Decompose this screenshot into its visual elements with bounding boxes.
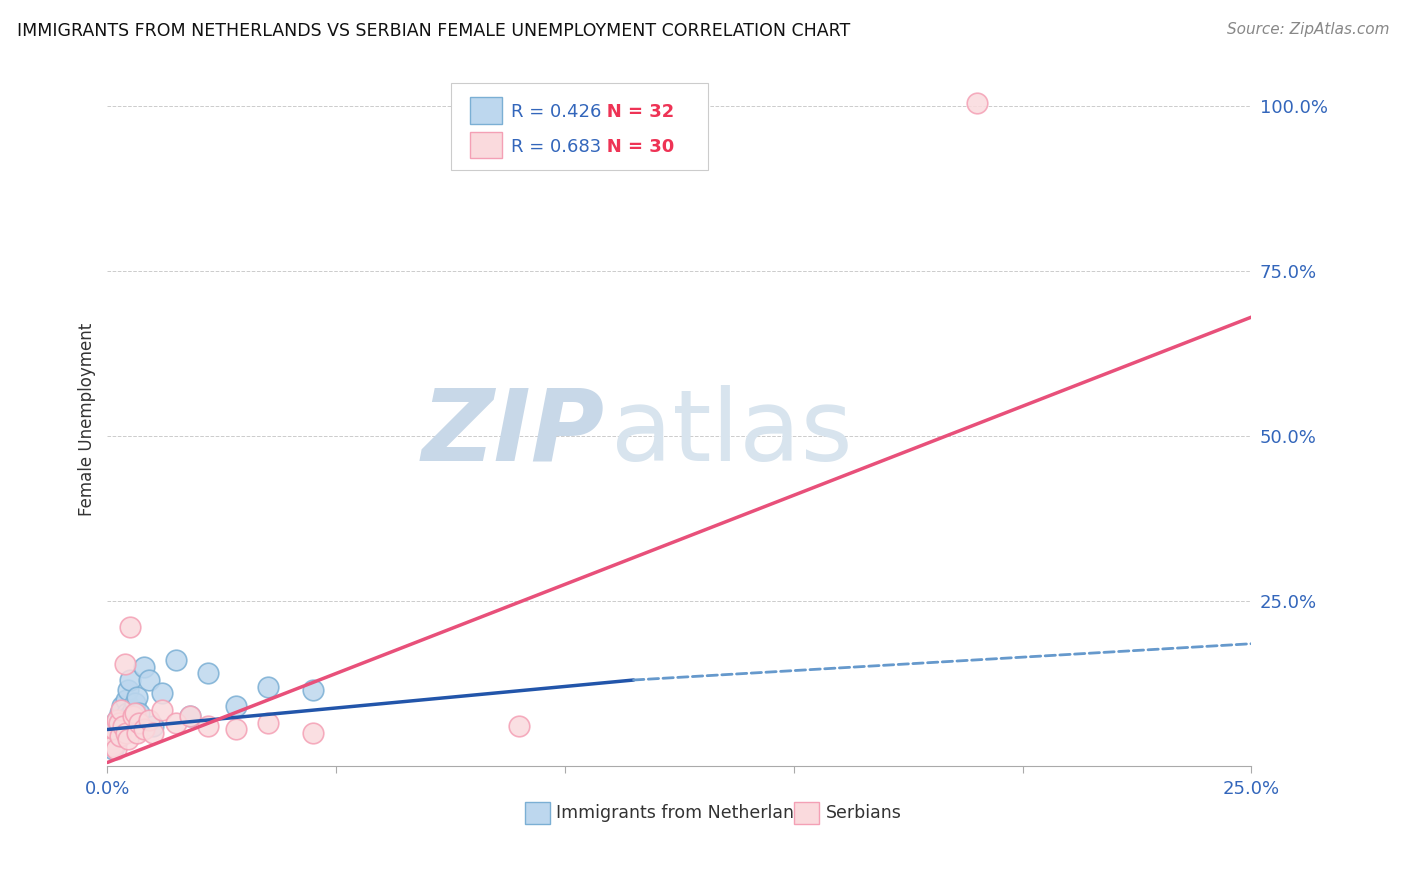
Point	[225, 699, 247, 714]
Point	[179, 709, 201, 723]
Text: N = 32: N = 32	[588, 103, 673, 121]
Text: N = 30: N = 30	[588, 138, 673, 156]
Point	[114, 693, 136, 707]
Point	[179, 709, 201, 723]
Point	[165, 715, 187, 730]
Point	[108, 729, 131, 743]
Point	[132, 723, 155, 737]
Text: atlas: atlas	[610, 384, 852, 482]
Point	[120, 673, 142, 687]
Point	[103, 726, 125, 740]
Point	[197, 666, 219, 681]
Text: ZIP: ZIP	[422, 384, 605, 482]
Point	[107, 713, 129, 727]
Point	[121, 703, 143, 717]
Point	[101, 729, 124, 743]
Point	[121, 709, 143, 723]
Point	[124, 706, 146, 720]
Text: Serbians: Serbians	[825, 804, 901, 822]
FancyBboxPatch shape	[524, 802, 550, 824]
Point	[128, 706, 150, 720]
Point	[114, 657, 136, 671]
Point	[138, 673, 160, 687]
Y-axis label: Female Unemployment: Female Unemployment	[79, 323, 96, 516]
Point	[112, 713, 135, 727]
Point	[127, 726, 149, 740]
Point	[114, 715, 136, 730]
FancyBboxPatch shape	[470, 97, 502, 124]
Text: Immigrants from Netherlands: Immigrants from Netherlands	[555, 804, 814, 822]
Point	[112, 719, 135, 733]
Point	[142, 719, 165, 733]
Point	[104, 736, 127, 750]
Point	[508, 719, 530, 733]
Point	[966, 95, 988, 110]
Point	[256, 680, 278, 694]
Point	[225, 723, 247, 737]
Point	[114, 726, 136, 740]
Point	[115, 706, 138, 720]
Point	[105, 713, 128, 727]
Point	[302, 726, 325, 740]
Point	[132, 660, 155, 674]
Point	[108, 706, 131, 720]
Point	[103, 723, 125, 737]
Point	[127, 690, 149, 704]
Point	[124, 696, 146, 710]
FancyBboxPatch shape	[450, 83, 709, 170]
Point	[128, 715, 150, 730]
Point	[110, 703, 132, 717]
Point	[256, 715, 278, 730]
Point	[120, 620, 142, 634]
Point	[101, 742, 124, 756]
Point	[117, 732, 139, 747]
Point	[117, 682, 139, 697]
Text: Source: ZipAtlas.com: Source: ZipAtlas.com	[1226, 22, 1389, 37]
Point	[108, 729, 131, 743]
Point	[108, 715, 131, 730]
Point	[118, 709, 141, 723]
Point	[101, 739, 124, 753]
Point	[105, 719, 128, 733]
Point	[100, 736, 122, 750]
Point	[104, 742, 127, 756]
Point	[302, 682, 325, 697]
Point	[197, 719, 219, 733]
Text: IMMIGRANTS FROM NETHERLANDS VS SERBIAN FEMALE UNEMPLOYMENT CORRELATION CHART: IMMIGRANTS FROM NETHERLANDS VS SERBIAN F…	[17, 22, 851, 40]
Text: R = 0.683: R = 0.683	[512, 138, 602, 156]
Point	[101, 732, 124, 747]
Point	[150, 686, 173, 700]
FancyBboxPatch shape	[470, 132, 502, 158]
Point	[138, 713, 160, 727]
Text: R = 0.426: R = 0.426	[512, 103, 602, 121]
Point	[142, 726, 165, 740]
Point	[165, 653, 187, 667]
Point	[111, 699, 134, 714]
FancyBboxPatch shape	[794, 802, 818, 824]
Point	[110, 723, 132, 737]
Point	[100, 739, 122, 753]
Point	[150, 703, 173, 717]
